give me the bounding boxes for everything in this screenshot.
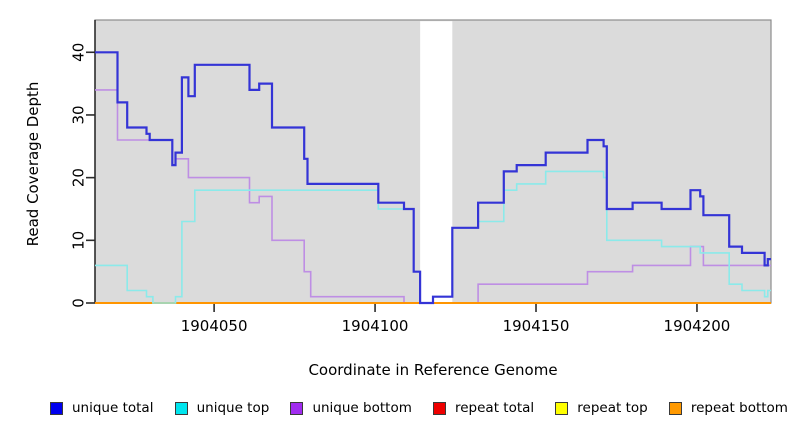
legend-label: repeat bottom [690, 400, 788, 416]
repeat-bottom-swatch-icon [668, 401, 682, 415]
y-axis-tick-label: 10 [70, 231, 88, 250]
x-axis-tick-label: 1904050 [181, 317, 248, 335]
legend-label: repeat total [454, 400, 535, 416]
y-axis-tick-label: 0 [70, 298, 88, 308]
legend-item-repeat-top: repeat top [555, 400, 648, 416]
series-line-unique-total [95, 51, 771, 305]
legend-item-unique-bottom: unique bottom [290, 400, 412, 416]
legend-label: repeat top [577, 400, 648, 416]
repeat-total-swatch-icon [432, 401, 446, 415]
y-axis-tick-label: 30 [70, 105, 88, 124]
unique-total-swatch-icon [50, 401, 63, 415]
y-axis-title: Read Coverage Depth [24, 81, 42, 247]
legend-label: unique total [72, 400, 154, 416]
legend-item-repeat-total: repeat total [432, 400, 535, 416]
x-axis-tick-label: 1904200 [664, 317, 731, 335]
legend-item-unique-top: unique top [174, 400, 270, 416]
legend-item-repeat-bottom: repeat bottom [668, 400, 788, 416]
legend-label: unique top [196, 400, 270, 416]
x-axis-title: Coordinate in Reference Genome [308, 361, 558, 379]
x-axis-tick-label: 1904150 [503, 317, 570, 335]
y-axis-tick-label: 20 [70, 168, 88, 187]
y-axis-tick-label: 40 [70, 43, 88, 62]
repeat-top-swatch-icon [555, 401, 569, 415]
coverage-gap-band [420, 21, 453, 303]
coverage-plot-canvas: 1904050 1904100 1904150 1904200 0 10 20 30 40 [70, 19, 772, 335]
legend-label: unique bottom [312, 400, 412, 416]
unique-top-swatch-icon [174, 401, 188, 415]
legend-item-unique-total: unique total [50, 400, 153, 416]
unique-bottom-swatch-icon [290, 401, 304, 415]
legend: unique total unique top unique bottom re… [50, 397, 788, 419]
x-axis-tick-label: 1904100 [342, 317, 409, 335]
